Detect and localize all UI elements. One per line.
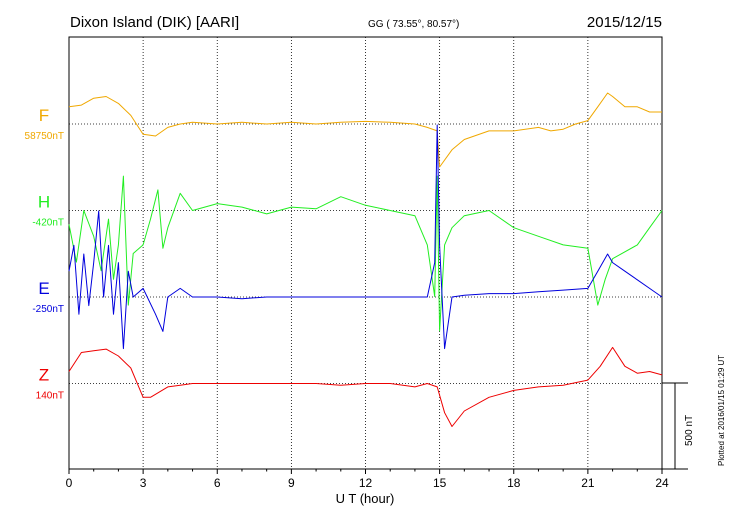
plotted-timestamp: Plotted at 2016/01/15 01:29 UT: [717, 355, 726, 466]
x-tick-label: 15: [433, 476, 447, 490]
x-tick-label: 24: [655, 476, 669, 490]
baseline-label-e: -250nT: [32, 304, 64, 315]
x-tick-label: 6: [214, 476, 221, 490]
scale-bar-label: 500 nT: [684, 415, 695, 446]
x-tick-label: 0: [66, 476, 73, 490]
channel-label-e: E: [38, 279, 49, 298]
coordinates-label: GG ( 73.55°, 80.57°): [368, 19, 459, 30]
baseline-label-h: -420nT: [32, 218, 64, 229]
x-tick-label: 21: [581, 476, 595, 490]
trace-z: [68, 346, 663, 427]
trace-e: [68, 124, 663, 350]
channel-labels: F 58750nT H -420nT E -250nT Z 140nT: [25, 106, 64, 402]
x-tick-label: 3: [140, 476, 147, 490]
x-tick-label: 9: [288, 476, 295, 490]
baseline-label-z: 140nT: [36, 391, 64, 402]
x-tick-label: 12: [359, 476, 373, 490]
station-title: Dixon Island (DIK) [AARI]: [70, 14, 239, 31]
trace-h: [68, 175, 663, 332]
scale-bar: 500 nT: [662, 382, 695, 470]
x-axis-ticks: 0 3 6 9 12 15 18 21 24: [66, 469, 669, 490]
grid: [69, 37, 662, 469]
x-axis-label: U T (hour): [336, 491, 395, 506]
x-tick-label: 18: [507, 476, 521, 490]
baseline-label-f: 58750nT: [25, 131, 64, 142]
channel-label-h: H: [38, 193, 50, 212]
channel-traces: [68, 92, 663, 427]
trace-f: [68, 92, 662, 168]
channel-label-f: F: [39, 106, 49, 125]
date-label: 2015/12/15: [587, 14, 662, 31]
channel-label-z: Z: [39, 366, 49, 385]
